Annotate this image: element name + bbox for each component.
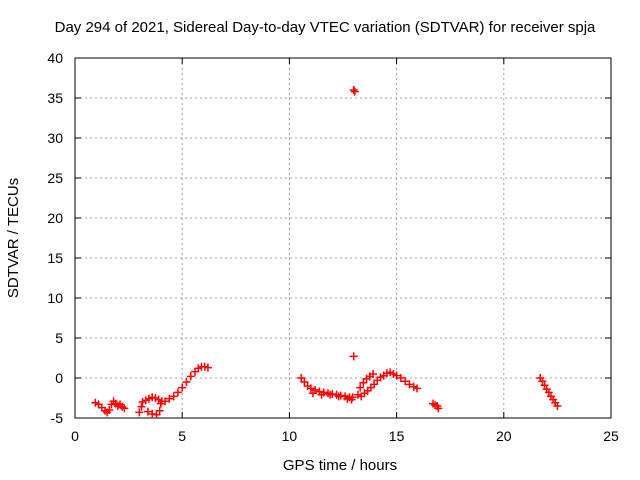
y-tick-label: 10 [47,290,63,306]
axis-ticks: 0 5 10 15 20 25 -5 0 5 10 15 20 25 30 35 40 [47,50,619,444]
data-point [306,384,315,393]
chart-title: Day 294 of 2021, Sidereal Day-to-day VTE… [55,19,596,36]
grid-lines [75,58,611,418]
data-points [91,86,562,419]
data-point [434,404,443,413]
data-point [135,408,144,417]
y-tick-label: 20 [47,210,63,226]
data-point [356,383,365,392]
data-point [203,363,212,372]
y-tick-label: -5 [51,410,64,426]
data-point [553,402,562,410]
data-point [186,372,195,381]
data-point [155,406,164,415]
data-point [173,388,182,397]
data-point [137,402,146,411]
y-tick-label: 40 [47,50,63,66]
data-point [317,390,326,399]
data-point [156,399,165,408]
y-tick-label: 35 [47,90,63,106]
data-point [308,389,317,398]
y-tick-label: 25 [47,170,63,186]
data-point [148,410,157,418]
data-point [401,377,410,386]
y-tick-label: 15 [47,250,63,266]
data-point [392,371,401,380]
data-point [347,395,356,404]
y-tick-label: 30 [47,130,63,146]
x-tick-label: 0 [71,428,79,444]
data-point [165,394,174,403]
x-tick-label: 15 [389,428,405,444]
y-axis-label: SDTVAR / TECUs [5,178,22,298]
data-point [161,397,170,406]
data-point [120,404,129,413]
x-tick-label: 10 [282,428,298,444]
data-point [326,390,335,399]
data-point [105,406,114,414]
y-tick-label: 0 [55,370,63,386]
x-tick-label: 5 [178,428,186,444]
y-tick-label: 5 [55,330,63,346]
data-point [350,87,359,96]
data-point [349,352,358,361]
x-tick-label: 25 [603,428,619,444]
data-point [143,407,152,416]
data-point [369,370,378,378]
x-axis-label: GPS time / hours [283,457,397,474]
data-point [178,383,187,392]
data-point [169,392,178,401]
data-point [412,384,421,393]
data-point [343,394,352,403]
data-point [349,86,358,94]
data-point [334,392,343,401]
data-point [182,378,191,386]
data-point [405,380,414,389]
plot-frame [74,57,612,419]
x-tick-label: 20 [496,428,512,444]
data-point [396,374,405,382]
